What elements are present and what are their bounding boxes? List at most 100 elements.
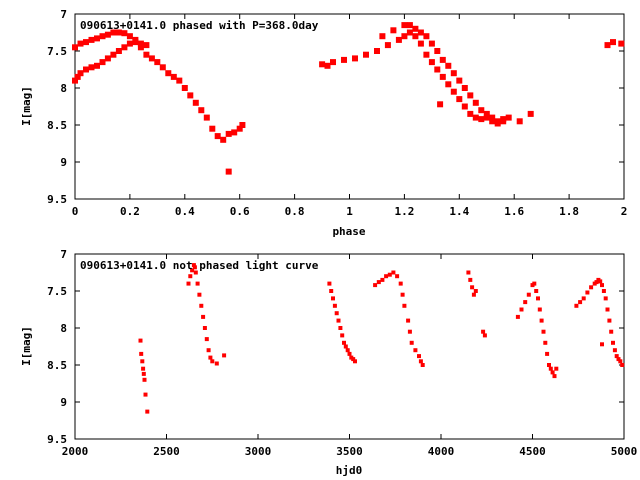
data-point bbox=[600, 342, 604, 347]
data-point bbox=[141, 366, 146, 371]
axis-ticks: 2000 2500 3000 3500 4000 4500 5000 7 7.5 8 8.5 9 9.5 bbox=[47, 248, 637, 458]
x-tick-label: 1.6 bbox=[504, 205, 524, 218]
data-point bbox=[395, 274, 400, 279]
data-point bbox=[195, 281, 200, 286]
data-point bbox=[104, 55, 111, 62]
data-point bbox=[236, 125, 243, 132]
data-point bbox=[515, 314, 520, 319]
data-points bbox=[138, 263, 625, 414]
data-point bbox=[472, 99, 479, 106]
data-point bbox=[550, 370, 555, 375]
data-point bbox=[139, 351, 144, 356]
data-point bbox=[581, 296, 586, 301]
data-point bbox=[604, 42, 611, 49]
data-point bbox=[145, 409, 150, 414]
data-point bbox=[137, 44, 144, 51]
data-point bbox=[374, 48, 380, 54]
y-tick-label: 7 bbox=[60, 248, 67, 261]
y-tick-label: 8 bbox=[60, 322, 67, 335]
data-point bbox=[324, 62, 331, 69]
data-point bbox=[181, 85, 188, 91]
data-point bbox=[220, 136, 227, 143]
axis-ticks: 0 0.2 0.4 0.6 0.8 1 1.2 1.4 1.6 1.8 2 7 7.5 8 8.5 9 9.5 bbox=[47, 8, 627, 218]
data-point bbox=[202, 326, 207, 330]
data-point bbox=[537, 307, 542, 312]
data-point bbox=[159, 64, 166, 71]
data-point bbox=[192, 99, 199, 106]
data-point bbox=[88, 64, 95, 71]
data-point bbox=[412, 25, 419, 32]
data-point bbox=[395, 36, 402, 43]
data-point bbox=[610, 39, 616, 46]
data-point bbox=[526, 292, 531, 297]
data-point bbox=[170, 73, 177, 80]
data-point bbox=[176, 77, 183, 84]
data-point bbox=[143, 392, 148, 397]
data-point bbox=[143, 42, 150, 49]
data-point bbox=[352, 55, 358, 62]
data-point bbox=[198, 107, 205, 114]
data-point bbox=[132, 36, 139, 43]
data-point bbox=[467, 92, 474, 99]
data-point bbox=[400, 292, 405, 297]
data-point bbox=[456, 96, 463, 103]
data-point bbox=[72, 44, 78, 51]
data-point bbox=[115, 48, 122, 54]
data-point bbox=[332, 303, 337, 308]
data-point bbox=[450, 88, 457, 95]
data-point bbox=[187, 92, 194, 99]
y-tick-label: 9.5 bbox=[47, 433, 67, 446]
data-point bbox=[115, 29, 122, 36]
data-point bbox=[481, 329, 486, 334]
x-tick-label: 1.2 bbox=[394, 205, 414, 218]
data-point bbox=[450, 70, 457, 77]
data-point bbox=[210, 359, 215, 364]
data-point bbox=[589, 285, 594, 290]
data-point bbox=[126, 40, 133, 47]
y-tick-label: 8.5 bbox=[47, 119, 67, 132]
data-point bbox=[140, 359, 145, 364]
data-point bbox=[434, 48, 441, 54]
data-point bbox=[607, 318, 612, 323]
data-point bbox=[605, 307, 610, 312]
data-point bbox=[319, 61, 326, 68]
data-point bbox=[88, 36, 95, 43]
data-point bbox=[420, 363, 425, 367]
data-point bbox=[445, 81, 452, 88]
data-point bbox=[406, 318, 411, 323]
data-point bbox=[612, 348, 617, 353]
y-tick-label: 8.5 bbox=[47, 359, 67, 372]
data-point bbox=[330, 59, 336, 66]
data-point bbox=[143, 51, 150, 58]
y-axis-label: I[mag] bbox=[20, 326, 33, 366]
data-point bbox=[437, 101, 444, 108]
plot-frame bbox=[74, 13, 625, 200]
data-point bbox=[351, 357, 356, 362]
data-point bbox=[191, 263, 196, 268]
data-point bbox=[618, 40, 625, 47]
data-point bbox=[418, 359, 423, 364]
data-point bbox=[188, 274, 193, 279]
data-point bbox=[466, 270, 471, 275]
data-point bbox=[203, 114, 210, 121]
data-point bbox=[199, 303, 204, 308]
x-tick-label: 1.8 bbox=[559, 205, 579, 218]
x-tick-label: 0.6 bbox=[230, 205, 250, 218]
data-point bbox=[77, 70, 84, 77]
y-tick-label: 7.5 bbox=[47, 285, 67, 298]
y-tick-label: 9.5 bbox=[47, 193, 67, 206]
data-point bbox=[413, 348, 418, 353]
data-point bbox=[539, 318, 544, 323]
data-point bbox=[338, 326, 343, 330]
data-point bbox=[387, 272, 392, 277]
data-point bbox=[461, 85, 468, 91]
data-point bbox=[603, 296, 608, 301]
data-point bbox=[445, 62, 452, 69]
data-point bbox=[470, 285, 475, 290]
data-point bbox=[594, 280, 599, 285]
x-axis-label: hjd0 bbox=[336, 464, 363, 477]
data-point bbox=[121, 30, 128, 37]
y-tick-label: 7 bbox=[60, 8, 67, 21]
x-tick-label: 5000 bbox=[611, 445, 638, 458]
data-point bbox=[201, 314, 206, 319]
